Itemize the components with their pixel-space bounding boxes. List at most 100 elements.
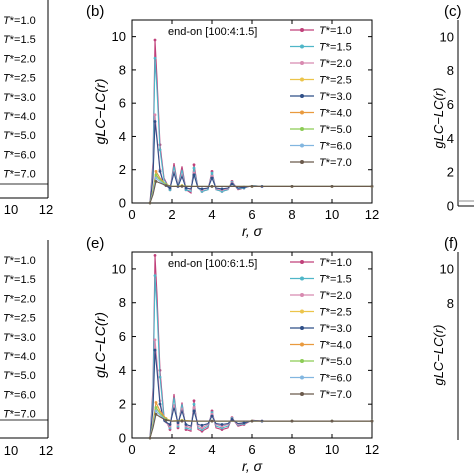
- legend-t-symbol: T: [319, 42, 327, 54]
- legend-t-value: *=5.0: [10, 130, 36, 142]
- legend-t-symbol: T: [3, 149, 11, 161]
- data-point: [184, 423, 188, 426]
- data-point: [192, 406, 196, 409]
- data-point: [148, 436, 152, 440]
- legend-t-symbol: T: [319, 108, 327, 120]
- legend-t-symbol: T: [319, 157, 327, 169]
- data-point: [153, 120, 157, 123]
- legend-t-value: *=4.0: [10, 111, 36, 123]
- y-tick-label: 6: [119, 329, 126, 344]
- series-line: [149, 180, 372, 204]
- x-tick-label: 2: [168, 442, 175, 457]
- legend-t-value: *=6.0: [10, 149, 36, 161]
- right-top-ytick-label: 4: [447, 131, 454, 146]
- left-legend-entry: T*=2.0: [3, 293, 36, 305]
- legend-swatch-marker: [300, 143, 304, 148]
- data-point: [250, 419, 254, 423]
- legend-t-symbol: T: [319, 323, 327, 335]
- legend-t-symbol: T: [319, 257, 327, 269]
- right-top-ytick-label: 6: [447, 97, 454, 112]
- data-point: [192, 399, 196, 403]
- panel-label-f: (f): [444, 235, 458, 252]
- legend-t-symbol: T: [3, 389, 11, 401]
- legend-t-value: *=1.5: [10, 34, 36, 46]
- legend-t-symbol: T: [319, 340, 327, 352]
- left-legend-entry: T*=6.0: [3, 149, 36, 161]
- legend-t-symbol: T: [319, 91, 327, 103]
- left-legend-entry: T*=6.0: [3, 389, 36, 401]
- left-legend-entry: T*=7.0: [3, 409, 36, 421]
- legend-t-value: *=2.0: [326, 58, 352, 70]
- legend-t-value: *=1.5: [326, 274, 352, 286]
- legend-t-value: *=3.0: [326, 91, 352, 103]
- x-tick-label: 4: [208, 207, 215, 222]
- right-panel-bottom: gLC−LC(r): [431, 252, 459, 440]
- left-legend-entry: T*=3.0: [3, 332, 36, 344]
- left-bottom-xtick-label: 12: [39, 443, 53, 458]
- legend-swatch-marker: [300, 61, 304, 65]
- left-legend-entry: T*=7.0: [3, 169, 36, 181]
- legend-label: T*=1.5: [319, 42, 352, 54]
- legend-t-value: *=1.0: [326, 257, 352, 269]
- legend-label: T*=6.0: [319, 141, 352, 153]
- legend-t-value: *=4.0: [326, 108, 352, 120]
- data-point: [180, 184, 184, 188]
- legend-t-symbol: T: [3, 34, 11, 46]
- data-point: [210, 171, 214, 175]
- left-bottom-legend: T*=1.0T*=1.5T*=2.0T*=2.5T*=3.0T*=4.0T*=5…: [3, 255, 36, 421]
- legend-t-symbol: T: [319, 25, 327, 37]
- legend-swatch-marker: [300, 94, 304, 98]
- legend-t-value: *=1.5: [326, 42, 352, 54]
- right-top-ytick-label: 0: [447, 199, 454, 214]
- y-tick-label: 10: [112, 29, 126, 44]
- y-tick-label: 10: [112, 261, 126, 276]
- legend-t-value: *=7.0: [326, 389, 352, 401]
- data-point: [153, 253, 157, 257]
- data-point: [154, 179, 158, 183]
- data-point: [153, 38, 157, 42]
- legend-t-symbol: T: [3, 293, 11, 305]
- legend-label: T*=1.0: [319, 25, 352, 37]
- legend-label: T*=2.0: [319, 58, 352, 70]
- series-line: [149, 413, 372, 439]
- data-point: [192, 409, 196, 413]
- legend-t-value: *=2.5: [10, 313, 36, 325]
- data-point: [153, 348, 157, 352]
- data-point: [200, 426, 204, 430]
- data-point: [200, 187, 204, 191]
- legend-swatch-marker: [300, 309, 304, 314]
- x-tick-label: 12: [365, 207, 379, 222]
- left-legend-entry: T*=4.0: [3, 111, 36, 123]
- right-bottom-ytick-label: 8: [447, 296, 454, 311]
- data-point: [158, 375, 162, 379]
- legend-label: T*=1.5: [319, 274, 352, 286]
- x-tick-label: 2: [168, 207, 175, 222]
- x-tick-label: 0: [128, 442, 135, 457]
- legend-t-value: *=3.0: [10, 92, 36, 104]
- legend-swatch-marker: [300, 127, 304, 131]
- data-point: [154, 412, 158, 416]
- left-panel-bottom: 10 12: [0, 240, 53, 458]
- left-legend-entry: T*=1.0: [3, 15, 36, 27]
- right-top-ytick-label: 2: [447, 165, 454, 180]
- x-axis-label: r, σ: [242, 223, 263, 239]
- chart-title: end-on [100:4:1.5]: [168, 26, 257, 38]
- y-tick-label: 2: [119, 397, 126, 412]
- x-axis-label: r, σ: [242, 458, 263, 474]
- legend-swatch-marker: [300, 77, 304, 82]
- legend-t-symbol: T: [3, 111, 11, 123]
- data-point: [290, 184, 294, 188]
- y-tick-label: 8: [119, 62, 126, 77]
- data-point: [153, 113, 157, 117]
- x-tick-label: 6: [248, 442, 255, 457]
- data-point: [168, 423, 172, 426]
- legend-label: T*=3.0: [319, 91, 352, 103]
- legend-swatch-marker: [300, 342, 304, 347]
- left-legend-entry: T*=1.5: [3, 274, 36, 286]
- left-legend-entry: T*=1.0: [3, 255, 36, 267]
- chart-e: 0 2 4 6 8 10 12 0 2 4 6 8 10 r, σ gLC−LC(r) end-on [100…: [92, 251, 379, 474]
- y-tick-label: 2: [119, 162, 126, 177]
- left-top-xtick-label: 12: [39, 202, 53, 217]
- legend-t-symbol: T: [3, 274, 11, 286]
